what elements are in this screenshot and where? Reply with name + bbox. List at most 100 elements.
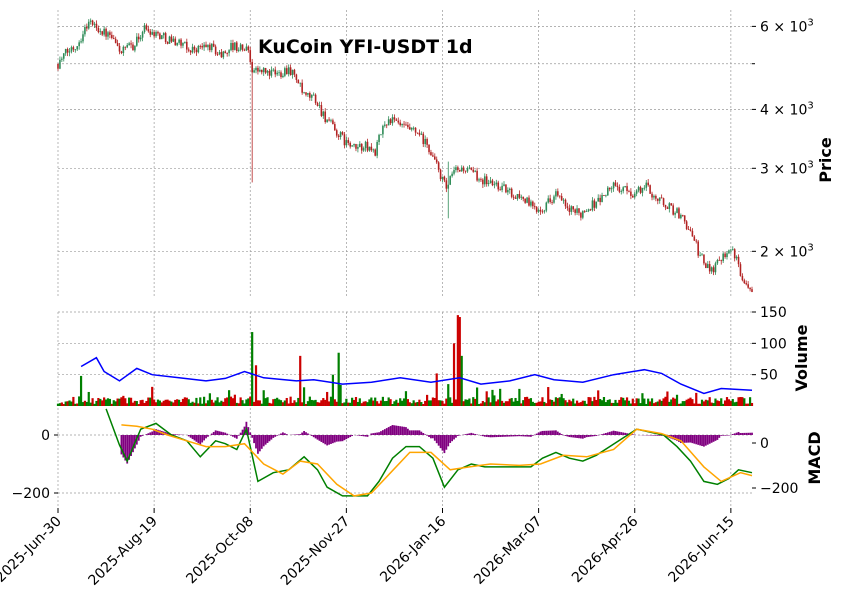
- candle-body: [389, 119, 392, 124]
- volume-bar: [483, 402, 486, 406]
- candle-body: [326, 119, 328, 123]
- macd-histogram-bar: [422, 433, 425, 435]
- volume-bar: [650, 398, 654, 406]
- volume-bar: [479, 403, 483, 406]
- candle-body: [516, 193, 519, 199]
- candle-body: [105, 28, 107, 37]
- candle-body: [99, 31, 102, 33]
- candle-body: [130, 43, 132, 45]
- volume-bar: [558, 397, 561, 406]
- volume-bar: [618, 399, 621, 406]
- candle-body: [359, 143, 361, 147]
- macd-histogram-bar: [472, 433, 475, 435]
- candle-body: [139, 37, 142, 40]
- candle-body: [449, 176, 451, 185]
- candle-body: [576, 208, 578, 213]
- macd-histogram-bar: [387, 427, 390, 435]
- macd-histogram-bar: [464, 434, 467, 435]
- macd-histogram-bar: [449, 435, 452, 443]
- candle-body: [412, 127, 415, 129]
- volume-bar: [204, 403, 208, 406]
- volume-bar: [289, 396, 292, 406]
- candle-body: [320, 105, 323, 116]
- macd-histogram-bar: [739, 433, 742, 435]
- candle-body: [205, 44, 207, 48]
- macd-histogram-bar: [530, 435, 532, 437]
- macd-histogram-bar: [237, 435, 240, 436]
- candle-body: [118, 45, 121, 52]
- candle-body: [660, 197, 663, 199]
- volume-bar: [560, 393, 563, 406]
- candle-body: [230, 42, 232, 51]
- price-panel: KuCoin YFI-USDT 1d 6 × 103 4 × 103 3 × 103…: [57, 10, 835, 297]
- candle-body: [726, 253, 728, 258]
- volume-bar: [370, 397, 373, 406]
- candle-body: [228, 50, 230, 54]
- candle-body: [478, 179, 480, 181]
- volume-bar: [239, 397, 242, 406]
- volume-bar: [414, 402, 417, 406]
- volume-bar: [276, 397, 279, 406]
- macd-histogram-bar: [357, 435, 359, 436]
- macd-histogram-bar: [480, 435, 482, 436]
- macd-histogram-bar: [385, 428, 388, 435]
- volume-bar: [124, 398, 127, 406]
- candle-body: [141, 32, 144, 38]
- volume-bar: [331, 374, 335, 406]
- volume-bar: [402, 398, 406, 406]
- candle-body: [193, 46, 196, 50]
- candle-body: [543, 210, 546, 212]
- candle-body: [678, 208, 680, 219]
- volume-bar: [85, 401, 88, 406]
- candle-body: [710, 267, 713, 272]
- macd-histogram-bar: [232, 435, 234, 437]
- macd-histogram-bar: [656, 435, 659, 436]
- candle-body: [122, 46, 125, 54]
- macd-histogram-bar: [416, 430, 419, 435]
- volume-bar: [700, 399, 704, 406]
- volume-bar: [485, 391, 488, 406]
- candle-body: [595, 201, 598, 208]
- volume-bar: [422, 404, 425, 406]
- candle-body: [351, 145, 353, 147]
- volume-bar: [349, 402, 352, 406]
- candle-body: [578, 208, 580, 213]
- volume-bar: [174, 399, 177, 406]
- macd-histogram-bar: [128, 435, 131, 460]
- candle-body: [493, 184, 496, 186]
- volume-bar: [741, 397, 744, 406]
- macd-histogram-bar: [720, 435, 723, 436]
- candle-body: [599, 197, 601, 203]
- macd-histogram-bar: [312, 435, 315, 438]
- volume-bar: [506, 401, 509, 406]
- candle-body: [749, 287, 751, 290]
- macd-histogram-bar: [691, 435, 694, 444]
- macd-histogram-bar: [493, 435, 496, 438]
- volume-bar: [720, 398, 723, 406]
- candle-body: [472, 169, 475, 172]
- candle-body: [570, 206, 573, 212]
- candle-body: [503, 184, 505, 186]
- macd-histogram-bar: [214, 430, 217, 435]
- macd-histogram-bar: [253, 435, 255, 444]
- macd-histogram-bar: [366, 435, 369, 437]
- candle-body: [580, 212, 582, 218]
- macd-histogram-bar: [224, 432, 227, 435]
- volume-bar: [91, 398, 94, 406]
- volume-bar: [193, 402, 196, 406]
- volume-bar: [737, 397, 740, 406]
- macd-histogram-bar: [518, 435, 521, 437]
- candle-body: [245, 46, 248, 51]
- macd-histogram-bar: [716, 435, 719, 440]
- volume-bar: [258, 400, 261, 406]
- candle-body: [437, 162, 440, 170]
- candle-body: [276, 72, 278, 75]
- macd-histogram-bar: [307, 433, 309, 435]
- volume-bar: [670, 399, 673, 406]
- volume-bar: [399, 398, 402, 406]
- macd-histogram-bar: [424, 434, 427, 435]
- candle-body: [64, 49, 67, 54]
- macd-histogram-bar: [137, 435, 140, 441]
- candle-body: [451, 173, 453, 177]
- volume-bar: [56, 403, 60, 406]
